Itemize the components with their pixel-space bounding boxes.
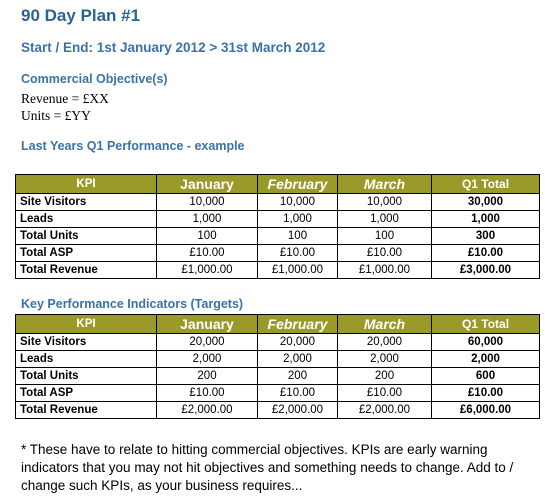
january-value: £10.00 (156, 244, 258, 262)
february-value: 10,000 (257, 193, 338, 211)
objective-units: Units = £YY (21, 108, 91, 123)
january-value: 1,000 (156, 210, 258, 228)
march-value: £2,000.00 (337, 401, 432, 419)
objectives-heading: Commercial Objective(s) (21, 72, 168, 86)
march-value: £10.00 (337, 244, 432, 262)
january-value: 2,000 (156, 350, 258, 368)
january-value: 100 (156, 227, 258, 245)
february-value: 20,000 (257, 333, 338, 351)
february-value: £2,000.00 (257, 401, 338, 419)
march-value: 1,000 (337, 210, 432, 228)
march-value: 100 (337, 227, 432, 245)
table-row: Site Visitors 10,000 10,000 10,000 30,00… (15, 193, 540, 211)
table-row: Site Visitors 20,000 20,000 20,000 60,00… (15, 333, 540, 351)
kpi-label: Total ASP (15, 384, 157, 402)
kpi-label: Total ASP (15, 244, 157, 262)
q1-total-value: 60,000 (431, 333, 540, 351)
table-row: Total Revenue £2,000.00 £2,000.00 £2,000… (15, 401, 540, 419)
kpi-label: Leads (15, 350, 157, 368)
table-row: Total ASP £10.00 £10.00 £10.00 £10.00 (15, 244, 540, 262)
january-value: £1,000.00 (156, 261, 258, 279)
january-value: £10.00 (156, 384, 258, 402)
table-row: Total Units 100 100 100 300 (15, 227, 540, 245)
table-header-row: KPI January February March Q1 Total (15, 314, 540, 334)
targets-heading: Key Performance Indicators (Targets) (21, 297, 244, 311)
objective-revenue: Revenue = £XX (21, 91, 109, 106)
q1-total-value: 300 (431, 227, 540, 245)
page-title: 90 Day Plan #1 (21, 6, 141, 25)
table-row: Leads 1,000 1,000 1,000 1,000 (15, 210, 540, 228)
february-value: 1,000 (257, 210, 338, 228)
kpi-label: Leads (15, 210, 157, 228)
february-value: £10.00 (257, 244, 338, 262)
q1-total-value: £6,000.00 (431, 401, 540, 419)
table-header-row: KPI January February March Q1 Total (15, 174, 540, 194)
table-row: Total Revenue £1,000.00 £1,000.00 £1,000… (15, 261, 540, 279)
kpi-label: Site Visitors (15, 333, 157, 351)
plan-dates: Start / End: 1st January 2012 > 31st Mar… (21, 40, 326, 55)
kpi-label: Total Units (15, 227, 157, 245)
march-value: 2,000 (337, 350, 432, 368)
march-value: £1,000.00 (337, 261, 432, 279)
kpi-label: Total Units (15, 367, 157, 385)
q1-total-value: 2,000 (431, 350, 540, 368)
january-value: £2,000.00 (156, 401, 258, 419)
kpi-label: Total Revenue (15, 261, 157, 279)
february-value: £10.00 (257, 384, 338, 402)
kpi-label: Site Visitors (15, 193, 157, 211)
header-january: January (156, 174, 258, 194)
table-row: Total Units 200 200 200 600 (15, 367, 540, 385)
january-value: 20,000 (156, 333, 258, 351)
february-value: £1,000.00 (257, 261, 338, 279)
q1-total-value: £10.00 (431, 384, 540, 402)
q1-total-value: £10.00 (431, 244, 540, 262)
header-q1-total: Q1 Total (431, 314, 540, 334)
kpi-label: Total Revenue (15, 401, 157, 419)
q1-total-value: £3,000.00 (431, 261, 540, 279)
february-value: 100 (257, 227, 338, 245)
header-january: January (156, 314, 258, 334)
march-value: 10,000 (337, 193, 432, 211)
header-february: February (257, 314, 338, 334)
header-march: March (337, 174, 432, 194)
header-kpi: KPI (15, 174, 157, 194)
january-value: 200 (156, 367, 258, 385)
footnote: * These have to relate to hitting commer… (21, 442, 514, 493)
march-value: 200 (337, 367, 432, 385)
header-february: February (257, 174, 338, 194)
last-year-heading: Last Years Q1 Performance - example (21, 139, 245, 153)
header-march: March (337, 314, 432, 334)
february-value: 200 (257, 367, 338, 385)
february-value: 2,000 (257, 350, 338, 368)
header-kpi: KPI (15, 314, 157, 334)
last-year-table: KPI January February March Q1 Total Site… (15, 174, 540, 279)
q1-total-value: 30,000 (431, 193, 540, 211)
header-q1-total: Q1 Total (431, 174, 540, 194)
january-value: 10,000 (156, 193, 258, 211)
march-value: £10.00 (337, 384, 432, 402)
march-value: 20,000 (337, 333, 432, 351)
table-row: Total ASP £10.00 £10.00 £10.00 £10.00 (15, 384, 540, 402)
q1-total-value: 1,000 (431, 210, 540, 228)
table-row: Leads 2,000 2,000 2,000 2,000 (15, 350, 540, 368)
targets-table: KPI January February March Q1 Total Site… (15, 314, 540, 419)
q1-total-value: 600 (431, 367, 540, 385)
